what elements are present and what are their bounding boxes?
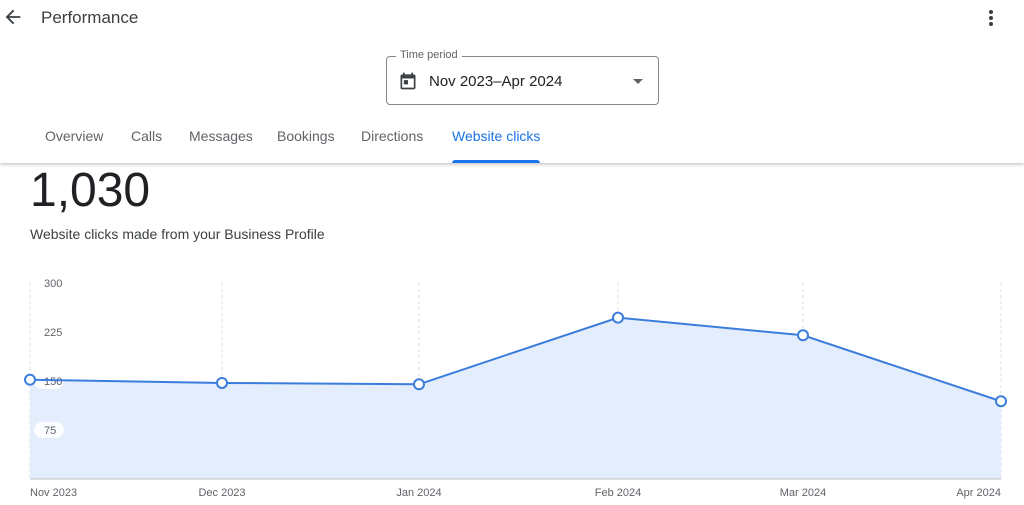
x-tick-label: Jan 2024 bbox=[396, 487, 441, 499]
y-tick-bg bbox=[34, 422, 64, 438]
back-button[interactable] bbox=[2, 6, 24, 28]
y-tick-label: 300 bbox=[44, 278, 62, 290]
area-fill bbox=[30, 317, 1001, 479]
website-clicks-chart: 300 225 150 75 Nov 2023 Dec 2023 Jan 2024 Feb 2… bbox=[24, 278, 1007, 499]
tab-directions[interactable]: Directions bbox=[361, 128, 424, 144]
data-point bbox=[612, 311, 624, 324]
tab-overview[interactable]: Overview bbox=[45, 128, 104, 144]
series-line bbox=[29, 316, 1002, 403]
x-tick-label: Dec 2023 bbox=[198, 487, 245, 499]
x-tick-label: Nov 2023 bbox=[30, 487, 77, 499]
time-period-value: Nov 2023–Apr 2024 bbox=[429, 73, 563, 90]
calendar-icon bbox=[400, 72, 416, 90]
data-point bbox=[995, 395, 1007, 408]
page-title: Performance bbox=[41, 8, 139, 27]
x-tick-label: Mar 2024 bbox=[780, 487, 826, 499]
data-point bbox=[24, 373, 36, 386]
tab-bookings[interactable]: Bookings bbox=[277, 128, 335, 144]
total-clicks-value: 1,030 bbox=[30, 164, 151, 217]
time-period-label: Time period bbox=[396, 49, 462, 61]
more-options-button[interactable] bbox=[982, 7, 1000, 29]
y-tick-label: 150 bbox=[44, 376, 62, 388]
y-tick-label: 75 bbox=[44, 425, 56, 437]
dropdown-caret-icon bbox=[633, 79, 643, 84]
tab-website-clicks[interactable]: Website clicks bbox=[452, 128, 541, 163]
data-point bbox=[797, 329, 809, 342]
time-period-select[interactable]: Time period Nov 2023–Apr 2024 bbox=[386, 49, 659, 105]
y-tick-bg bbox=[34, 324, 64, 340]
x-tick-label: Feb 2024 bbox=[595, 487, 641, 499]
data-point bbox=[216, 376, 228, 389]
data-point bbox=[413, 378, 425, 391]
y-tick-label: 225 bbox=[44, 327, 62, 339]
total-clicks-description: Website clicks made from your Business P… bbox=[30, 226, 325, 242]
app-header: Performance Time period Nov 2023–Apr 202… bbox=[0, 0, 1024, 163]
tab-messages[interactable]: Messages bbox=[189, 128, 253, 144]
arrow-back-icon bbox=[5, 9, 21, 25]
more-vert-icon bbox=[989, 10, 993, 26]
tab-bar: Overview Calls Messages Bookings Directi… bbox=[0, 128, 1024, 163]
tab-calls[interactable]: Calls bbox=[131, 128, 163, 144]
x-tick-label: Apr 2024 bbox=[956, 487, 1001, 499]
